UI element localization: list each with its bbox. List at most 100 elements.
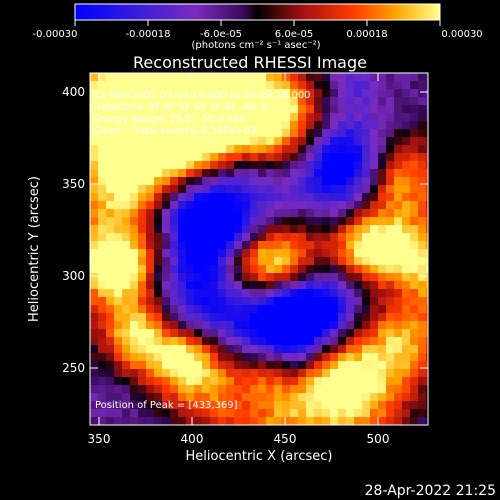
image-pixel	[378, 113, 386, 121]
image-pixel	[154, 217, 162, 225]
image-pixel	[242, 409, 250, 417]
image-pixel	[266, 73, 274, 81]
image-pixel	[346, 225, 354, 233]
image-pixel	[306, 369, 314, 377]
image-pixel	[202, 353, 210, 361]
image-pixel	[378, 249, 386, 257]
image-pixel	[298, 353, 306, 361]
image-pixel	[282, 289, 290, 297]
image-pixel	[138, 169, 146, 177]
image-pixel	[226, 137, 234, 145]
image-pixel	[194, 329, 202, 337]
image-pixel	[194, 233, 202, 241]
image-pixel	[146, 321, 154, 329]
image-pixel	[362, 97, 370, 105]
image-pixel	[362, 113, 370, 121]
image-pixel	[426, 97, 428, 105]
image-pixel	[290, 137, 298, 145]
image-pixel	[378, 401, 386, 409]
info-peak-position: Position of Peak = [433,369]	[95, 400, 238, 411]
image-pixel	[210, 289, 218, 297]
image-pixel	[242, 297, 250, 305]
image-pixel	[170, 105, 178, 113]
image-pixel	[210, 369, 218, 377]
image-pixel	[290, 377, 298, 385]
image-pixel	[418, 265, 426, 273]
image-pixel	[290, 209, 298, 217]
image-pixel	[298, 417, 306, 425]
image-pixel	[106, 169, 114, 177]
image-pixel	[274, 73, 282, 81]
image-pixel	[322, 313, 330, 321]
image-pixel	[114, 377, 122, 385]
image-pixel	[250, 233, 258, 241]
image-pixel	[354, 257, 362, 265]
image-pixel	[362, 337, 370, 345]
image-pixel	[154, 153, 162, 161]
image-pixel	[322, 337, 330, 345]
image-pixel	[290, 129, 298, 137]
image-pixel	[234, 193, 242, 201]
image-pixel	[330, 113, 338, 121]
image-pixel	[122, 417, 130, 425]
info-energy-range: Energy Range: 25.0 - 50.0 keV	[93, 114, 246, 125]
image-pixel	[218, 73, 226, 81]
image-pixel	[90, 209, 98, 217]
image-pixel	[402, 337, 410, 345]
image-pixel	[370, 105, 378, 113]
image-pixel	[410, 217, 418, 225]
image-pixel	[378, 169, 386, 177]
image-pixel	[306, 81, 314, 89]
image-pixel	[314, 257, 322, 265]
image-pixel	[178, 305, 186, 313]
image-pixel	[306, 249, 314, 257]
image-pixel	[114, 369, 122, 377]
image-pixel	[218, 321, 226, 329]
image-pixel	[170, 385, 178, 393]
image-pixel	[282, 369, 290, 377]
image-pixel	[322, 345, 330, 353]
image-pixel	[322, 249, 330, 257]
image-pixel	[298, 361, 306, 369]
image-pixel	[218, 185, 226, 193]
image-pixel	[122, 129, 130, 137]
image-pixel	[330, 177, 338, 185]
image-pixel	[250, 121, 258, 129]
image-pixel	[114, 281, 122, 289]
image-pixel	[178, 201, 186, 209]
image-pixel	[178, 353, 186, 361]
image-pixel	[98, 257, 106, 265]
image-pixel	[218, 97, 226, 105]
image-pixel	[410, 345, 418, 353]
image-pixel	[298, 265, 306, 273]
image-pixel	[330, 313, 338, 321]
image-pixel	[122, 137, 130, 145]
image-pixel	[242, 145, 250, 153]
image-pixel	[282, 121, 290, 129]
image-pixel	[394, 401, 402, 409]
image-pixel	[346, 281, 354, 289]
image-pixel	[98, 193, 106, 201]
image-pixel	[178, 137, 186, 145]
image-pixel	[282, 89, 290, 97]
image-pixel	[378, 201, 386, 209]
image-pixel	[162, 337, 170, 345]
image-pixel	[330, 73, 338, 81]
image-pixel	[274, 177, 282, 185]
image-pixel	[314, 201, 322, 209]
image-pixel	[210, 145, 218, 153]
image-pixel	[330, 385, 338, 393]
image-pixel	[210, 409, 218, 417]
image-pixel	[258, 89, 266, 97]
image-pixel	[354, 193, 362, 201]
x-tick-label: 450	[274, 432, 297, 446]
image-pixel	[314, 345, 322, 353]
image-pixel	[250, 209, 258, 217]
image-pixel	[402, 305, 410, 313]
image-pixel	[242, 345, 250, 353]
image-pixel	[250, 273, 258, 281]
image-pixel	[274, 145, 282, 153]
image-pixel	[370, 249, 378, 257]
image-pixel	[306, 329, 314, 337]
image-pixel	[378, 89, 386, 97]
